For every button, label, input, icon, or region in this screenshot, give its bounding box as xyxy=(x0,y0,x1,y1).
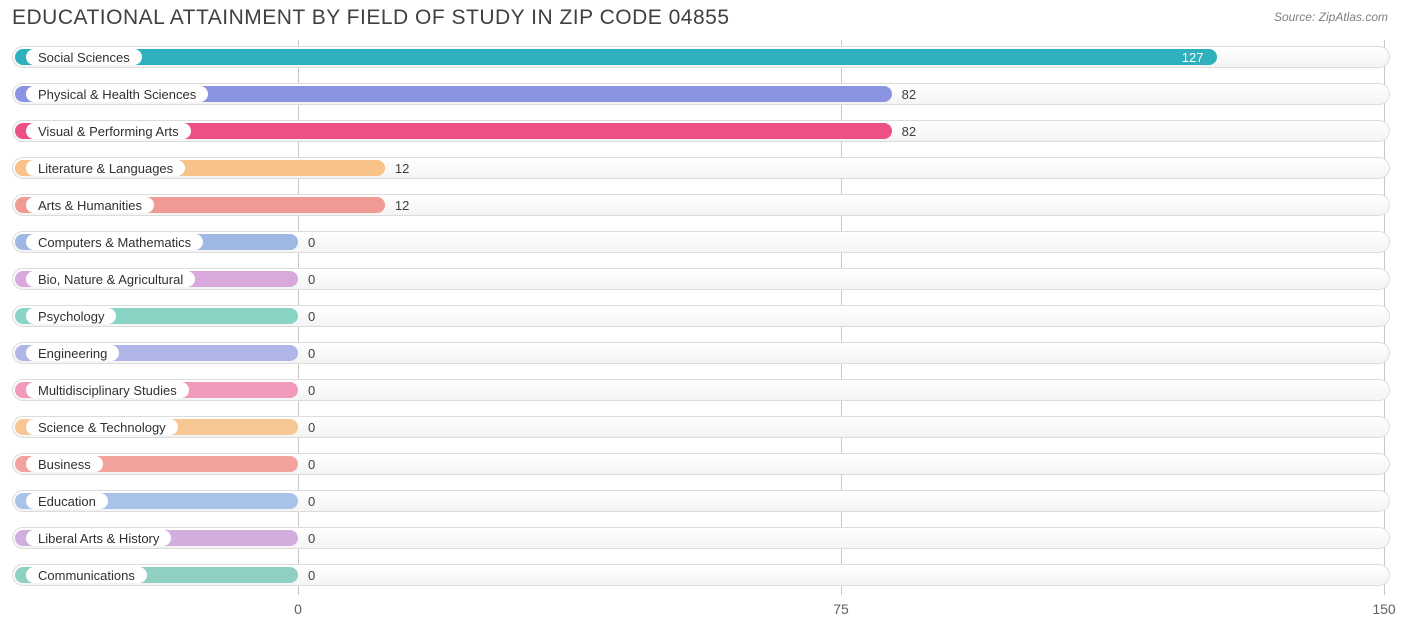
category-label: Computers & Mathematics xyxy=(26,234,203,250)
bar-row: Business 0 xyxy=(12,447,1390,481)
bar-row: Bio, Nature & Agricultural 0 xyxy=(12,262,1390,296)
value-label: 82 xyxy=(902,77,916,111)
category-label: Communications xyxy=(26,567,147,583)
bar xyxy=(15,49,1217,65)
bar-row: Engineering 0 xyxy=(12,336,1390,370)
category-label: Literature & Languages xyxy=(26,160,185,176)
category-label: Psychology xyxy=(26,308,116,324)
bar-row: Communications 0 xyxy=(12,558,1390,592)
x-axis-tick: 0 xyxy=(294,601,302,617)
x-axis-tick: 150 xyxy=(1372,601,1395,617)
bar-row: Computers & Mathematics 0 xyxy=(12,225,1390,259)
bar-row: Science & Technology 0 xyxy=(12,410,1390,444)
value-label: 127 xyxy=(1182,40,1204,74)
value-label: 0 xyxy=(308,410,315,444)
bar-row: Literature & Languages 12 xyxy=(12,151,1390,185)
value-label: 0 xyxy=(308,373,315,407)
source-attribution: Source: ZipAtlas.com xyxy=(1274,6,1388,24)
value-label: 0 xyxy=(308,558,315,592)
x-axis: 075150 xyxy=(12,599,1390,627)
bar-row: Psychology 0 xyxy=(12,299,1390,333)
category-label: Social Sciences xyxy=(26,49,142,65)
chart-header: EDUCATIONAL ATTAINMENT BY FIELD OF STUDY… xyxy=(0,0,1406,40)
category-label: Liberal Arts & History xyxy=(26,530,171,546)
value-label: 0 xyxy=(308,447,315,481)
value-label: 12 xyxy=(395,188,409,222)
plot-region: Social Sciences 127 Physical & Health Scie… xyxy=(12,40,1390,595)
value-label: 0 xyxy=(308,299,315,333)
bar-row: Education 0 xyxy=(12,484,1390,518)
bar-row: Multidisciplinary Studies 0 xyxy=(12,373,1390,407)
category-label: Physical & Health Sciences xyxy=(26,86,208,102)
category-label: Science & Technology xyxy=(26,419,178,435)
value-label: 82 xyxy=(902,114,916,148)
value-label: 0 xyxy=(308,521,315,555)
value-label: 0 xyxy=(308,336,315,370)
chart-area: Social Sciences 127 Physical & Health Scie… xyxy=(0,40,1406,627)
chart-title: EDUCATIONAL ATTAINMENT BY FIELD OF STUDY… xyxy=(12,6,730,30)
value-label: 0 xyxy=(308,225,315,259)
bar-row: Social Sciences 127 xyxy=(12,40,1390,74)
bar-row: Visual & Performing Arts 82 xyxy=(12,114,1390,148)
category-label: Education xyxy=(26,493,108,509)
category-label: Arts & Humanities xyxy=(26,197,154,213)
bar-row: Physical & Health Sciences 82 xyxy=(12,77,1390,111)
category-label: Multidisciplinary Studies xyxy=(26,382,189,398)
bar-row: Arts & Humanities 12 xyxy=(12,188,1390,222)
category-label: Visual & Performing Arts xyxy=(26,123,191,139)
category-label: Bio, Nature & Agricultural xyxy=(26,271,195,287)
value-label: 0 xyxy=(308,484,315,518)
value-label: 0 xyxy=(308,262,315,296)
category-label: Business xyxy=(26,456,103,472)
x-axis-tick: 75 xyxy=(833,601,849,617)
bar-row: Liberal Arts & History 0 xyxy=(12,521,1390,555)
category-label: Engineering xyxy=(26,345,119,361)
value-label: 12 xyxy=(395,151,409,185)
